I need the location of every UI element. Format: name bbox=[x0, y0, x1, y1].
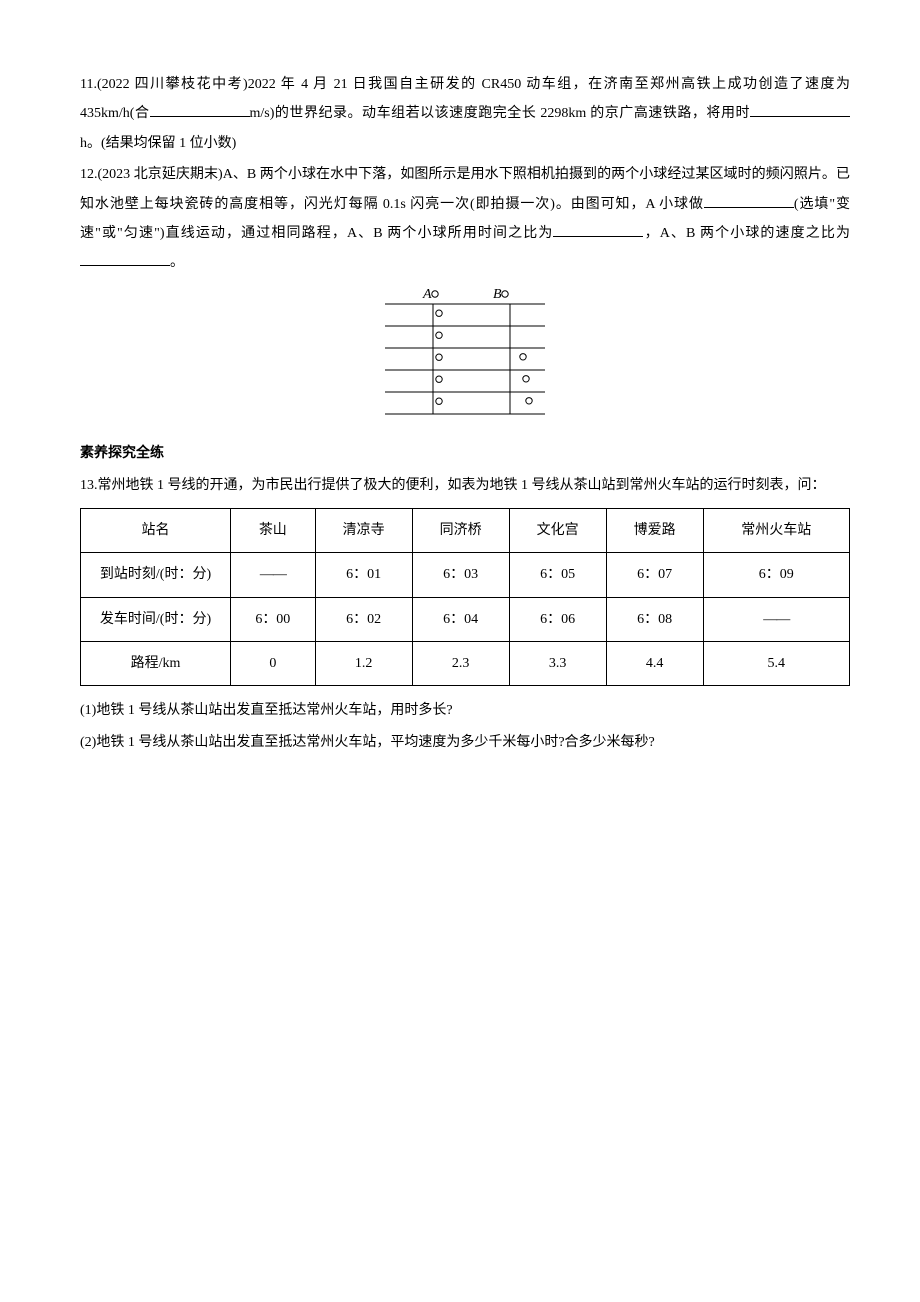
table-cell: 到站时刻/(时：分) bbox=[81, 553, 231, 597]
table-header-cell: 同济桥 bbox=[412, 508, 509, 552]
q11-blank-2[interactable] bbox=[750, 99, 850, 117]
table-cell: 6：03 bbox=[412, 553, 509, 597]
table-header-cell: 博爱路 bbox=[606, 508, 703, 552]
table-row: 路程/km01.22.33.34.45.4 bbox=[81, 642, 850, 686]
table-row: 发车时间/(时：分)6：006：026：046：066：08—— bbox=[81, 597, 850, 641]
q12-blank-1[interactable] bbox=[704, 190, 794, 208]
table-header-cell: 常州火车站 bbox=[703, 508, 849, 552]
table-row: 到站时刻/(时：分)——6：016：036：056：076：09 bbox=[81, 553, 850, 597]
table-cell: 发车时间/(时：分) bbox=[81, 597, 231, 641]
svg-text:A: A bbox=[422, 287, 432, 302]
q12-diagram: AB bbox=[375, 286, 555, 416]
table-cell: 2.3 bbox=[412, 642, 509, 686]
table-cell: 6：01 bbox=[315, 553, 412, 597]
table-header-cell: 茶山 bbox=[231, 508, 316, 552]
table-header-row: 站名茶山清凉寺同济桥文化宫博爱路常州火车站 bbox=[81, 508, 850, 552]
q12-text-d: 。 bbox=[170, 255, 184, 270]
q12-diagram-wrapper: AB bbox=[80, 286, 850, 427]
table-cell: 6：05 bbox=[509, 553, 606, 597]
table-cell: 6：06 bbox=[509, 597, 606, 641]
table-cell: 6：04 bbox=[412, 597, 509, 641]
q13-timetable: 站名茶山清凉寺同济桥文化宫博爱路常州火车站 到站时刻/(时：分)——6：016：… bbox=[80, 508, 850, 687]
q11-blank-1[interactable] bbox=[150, 99, 250, 117]
table-cell: 6：09 bbox=[703, 553, 849, 597]
q13-intro: 13.常州地铁 1 号线的开通，为市民出行提供了极大的便利，如表为地铁 1 号线… bbox=[80, 471, 850, 500]
table-cell: 6：07 bbox=[606, 553, 703, 597]
table-cell: —— bbox=[231, 553, 316, 597]
table-cell: —— bbox=[703, 597, 849, 641]
table-cell: 0 bbox=[231, 642, 316, 686]
q12-blank-3[interactable] bbox=[80, 248, 170, 266]
table-cell: 6：00 bbox=[231, 597, 316, 641]
question-12: 12.(2023 北京延庆期末)A、B 两个小球在水中下落，如图所示是用水下照相… bbox=[80, 160, 850, 278]
table-cell: 6：02 bbox=[315, 597, 412, 641]
table-header-cell: 清凉寺 bbox=[315, 508, 412, 552]
q13-sub1: (1)地铁 1 号线从茶山站出发直至抵达常州火车站，用时多长? bbox=[80, 696, 850, 725]
q12-blank-2[interactable] bbox=[553, 219, 643, 237]
svg-text:B: B bbox=[493, 287, 502, 302]
table-cell: 4.4 bbox=[606, 642, 703, 686]
table-cell: 6：08 bbox=[606, 597, 703, 641]
q11-text-b: m/s)的世界纪录。动车组若以该速度跑完全长 2298km 的京广高速铁路，将用… bbox=[250, 106, 751, 121]
question-11: 11.(2022 四川攀枝花中考)2022 年 4 月 21 日我国自主研发的 … bbox=[80, 70, 850, 158]
section-title: 素养探究全练 bbox=[80, 439, 850, 468]
table-cell: 路程/km bbox=[81, 642, 231, 686]
q11-text-c: h。(结果均保留 1 位小数) bbox=[80, 136, 236, 151]
table-cell: 3.3 bbox=[509, 642, 606, 686]
table-body: 到站时刻/(时：分)——6：016：036：056：076：09发车时间/(时：… bbox=[81, 553, 850, 686]
table-cell: 1.2 bbox=[315, 642, 412, 686]
table-header-cell: 文化宫 bbox=[509, 508, 606, 552]
q12-diagram-svg: AB bbox=[375, 286, 555, 416]
q12-text-c: ，A、B 两个小球的速度之比为 bbox=[643, 226, 850, 241]
q13-sub2: (2)地铁 1 号线从茶山站出发直至抵达常州火车站，平均速度为多少千米每小时?合… bbox=[80, 728, 850, 757]
table-header-cell: 站名 bbox=[81, 508, 231, 552]
table-cell: 5.4 bbox=[703, 642, 849, 686]
